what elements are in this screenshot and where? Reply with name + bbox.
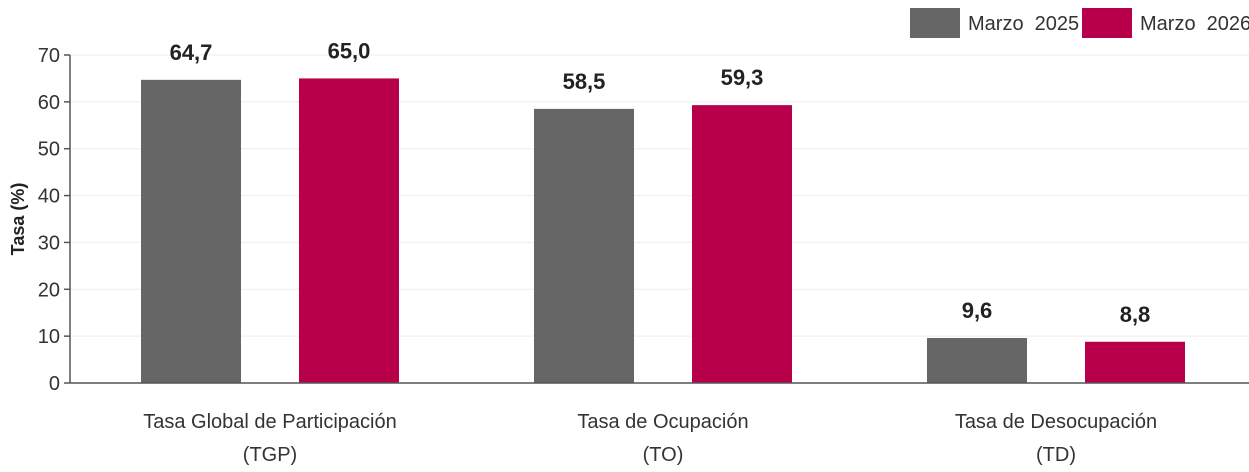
legend-label: Marzo 2026 [1140, 13, 1249, 35]
x-category-label: (TGP) [243, 444, 297, 466]
y-tick-label: 20 [38, 279, 60, 301]
bar [299, 78, 399, 383]
bars: 64,7 65,0 58,5 59,3 9,6 8,8 [141, 38, 1185, 383]
bar [1085, 341, 1185, 383]
x-category-label: (TO) [643, 444, 684, 466]
legend-swatch [1082, 8, 1132, 38]
y-tick-label: 30 [38, 232, 60, 254]
bar [692, 105, 792, 383]
gridlines [70, 54, 1249, 337]
y-tick-label: 50 [38, 139, 60, 161]
data-label: 59,3 [721, 65, 764, 90]
y-tick-label: 70 [38, 45, 60, 67]
data-label: 58,5 [563, 69, 606, 94]
data-label: 64,7 [170, 40, 213, 65]
legend-label: Marzo 2025 [968, 13, 1079, 35]
data-label: 9,6 [962, 298, 993, 323]
bar [927, 338, 1027, 383]
legend-swatch [910, 8, 960, 38]
y-tick-label: 0 [49, 373, 60, 395]
y-tick-label: 60 [38, 92, 60, 114]
y-axis: 0 10 20 30 40 50 60 70 [38, 45, 71, 395]
data-label: 8,8 [1120, 302, 1151, 327]
data-label: 65,0 [328, 38, 371, 63]
y-tick-label: 40 [38, 186, 60, 208]
x-category-label: Tasa Global de Participación [143, 411, 396, 433]
bar [534, 108, 634, 383]
y-tick-label: 10 [38, 326, 60, 348]
y-axis-title: Tasa (%) [8, 183, 28, 256]
x-category-label: Tasa de Desocupación [955, 411, 1157, 433]
x-category-label: Tasa de Ocupación [577, 411, 748, 433]
x-axis: Tasa Global de Participación (TGP) Tasa de… [70, 382, 1249, 466]
bar [141, 79, 241, 383]
x-category-label: (TD) [1036, 444, 1076, 466]
legend: Marzo 2025 Marzo 2026 [910, 8, 1249, 38]
